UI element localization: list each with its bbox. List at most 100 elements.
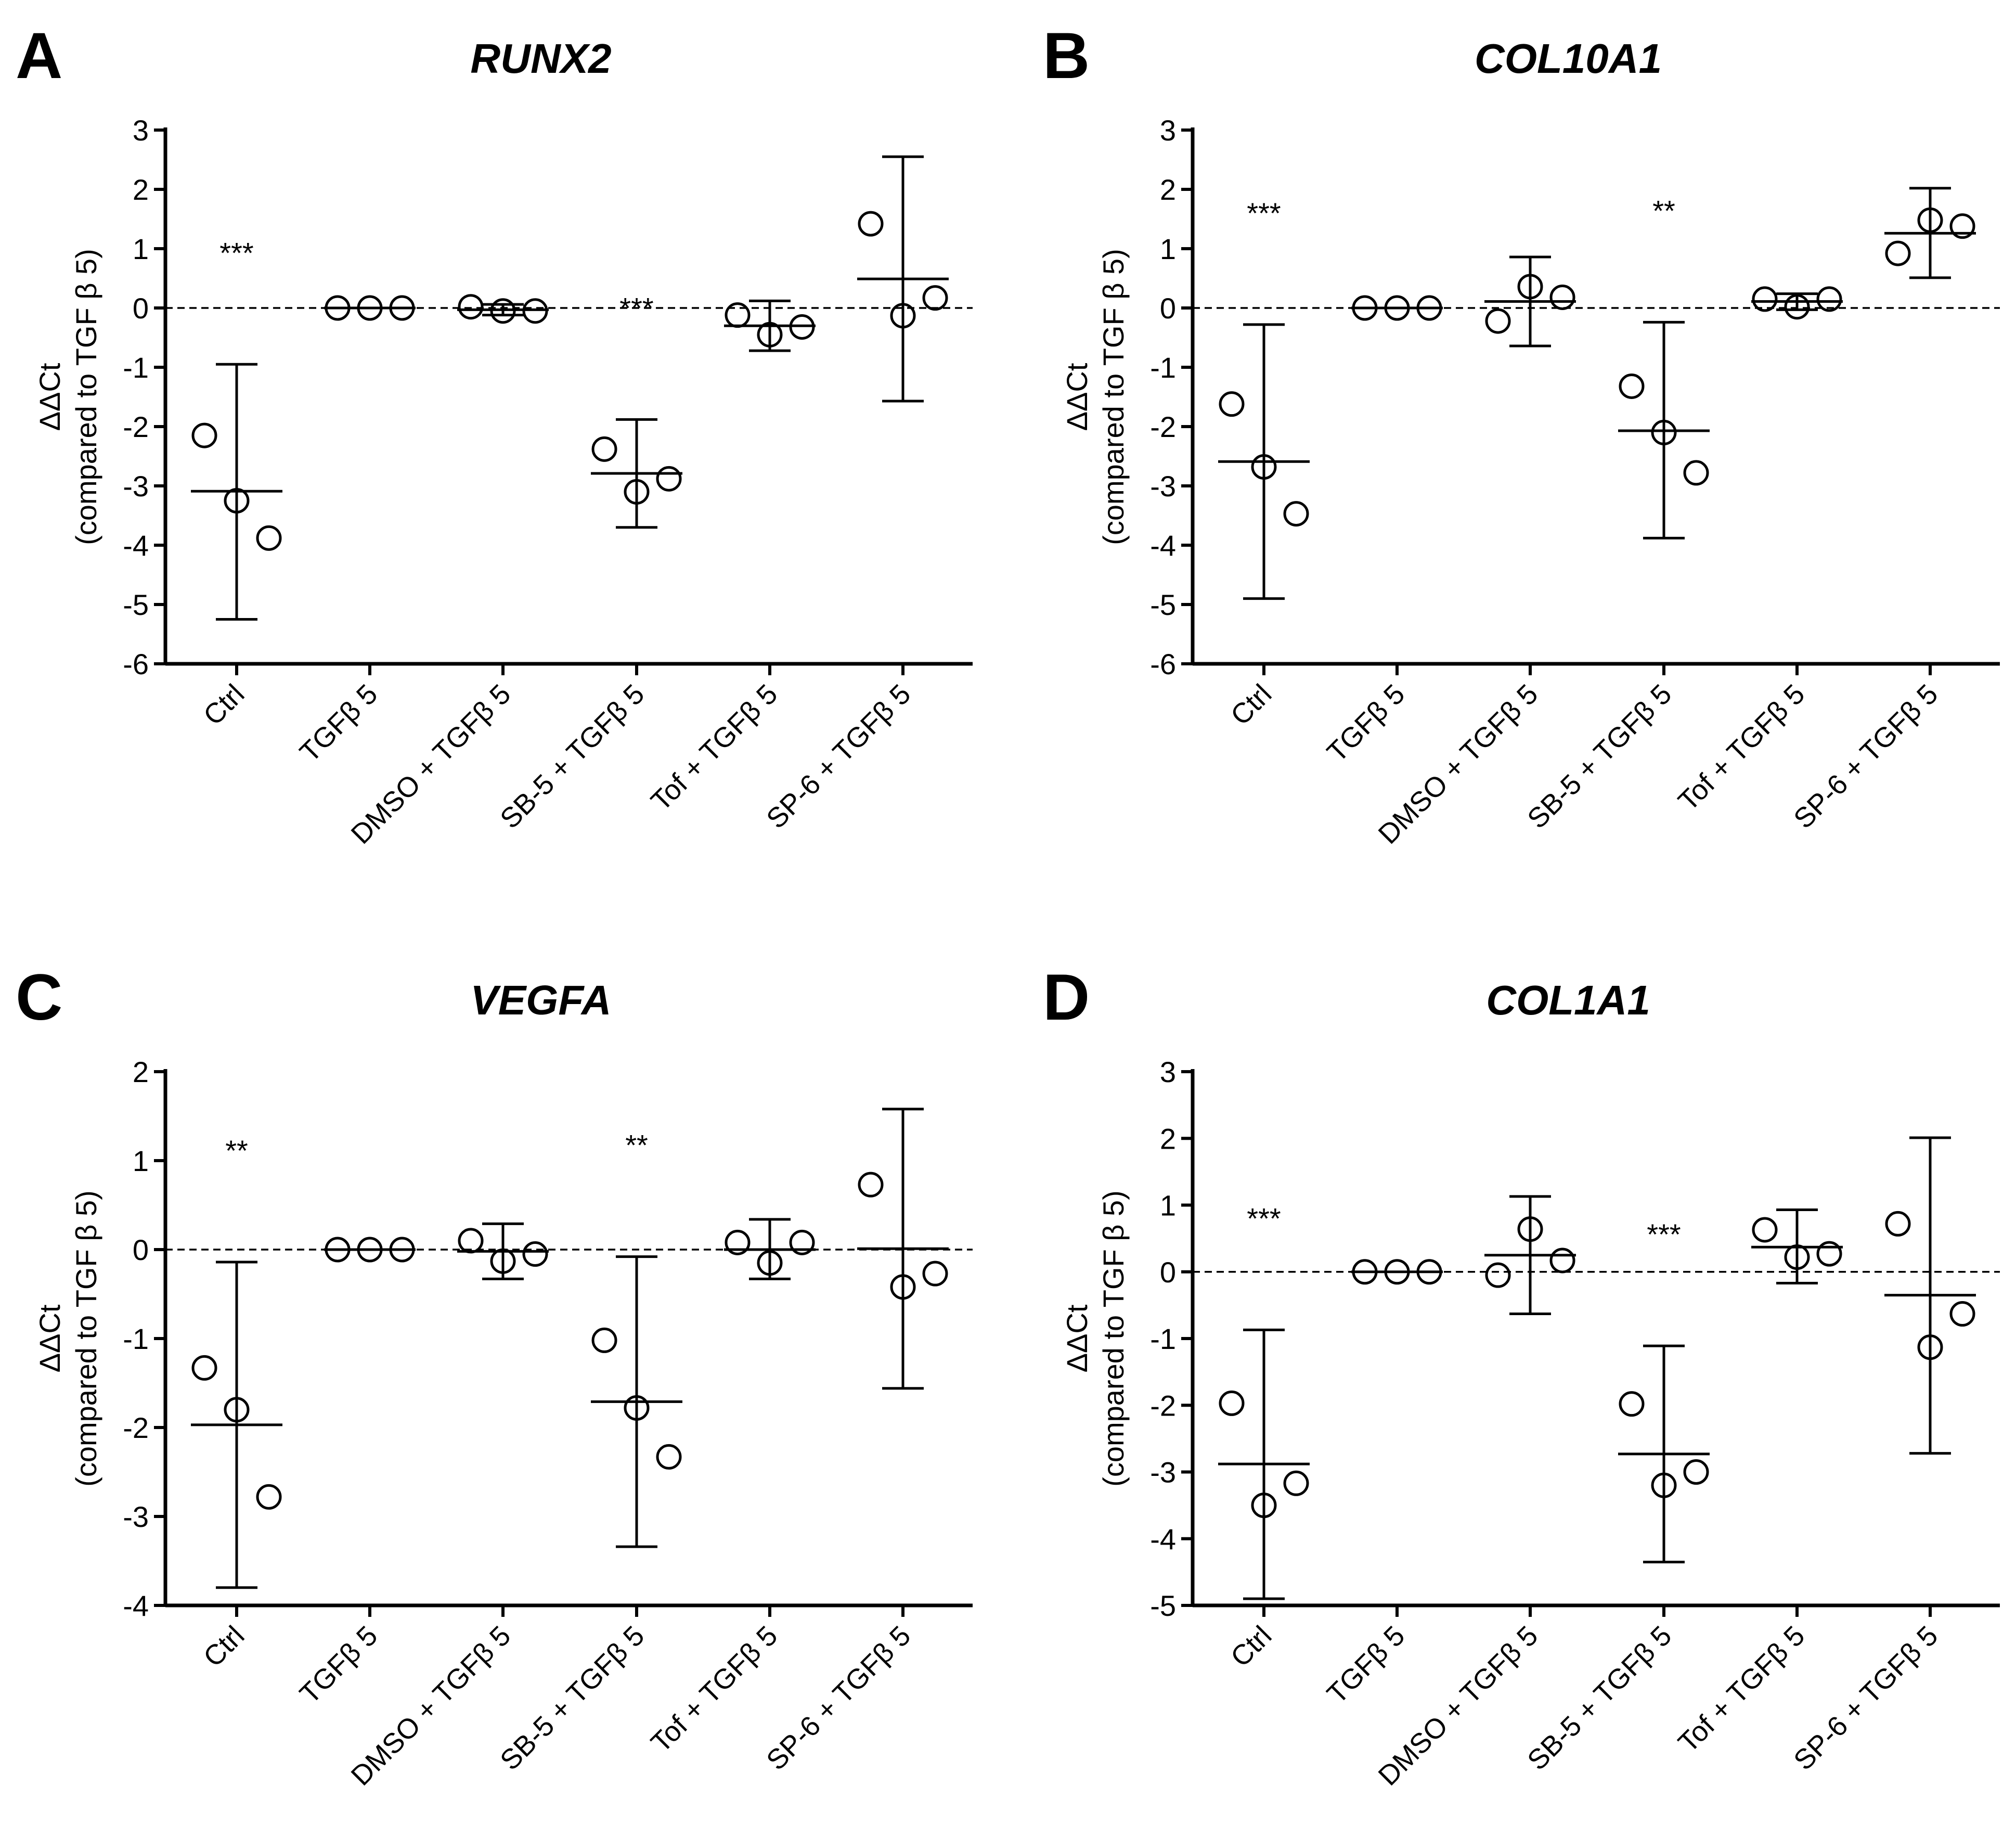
data-point bbox=[522, 1241, 548, 1267]
significance-marker: ** bbox=[625, 1129, 648, 1162]
y-tick-label: -2 bbox=[1150, 1389, 1176, 1422]
data-point bbox=[389, 295, 415, 321]
data-point bbox=[789, 1229, 815, 1255]
data-point bbox=[1219, 1390, 1245, 1416]
panel-letter: D bbox=[1043, 961, 1090, 1034]
data-point bbox=[1885, 240, 1911, 266]
data-point bbox=[325, 295, 351, 321]
y-tick-label: -6 bbox=[123, 648, 149, 680]
data-point bbox=[1251, 454, 1277, 480]
data-point bbox=[1384, 1259, 1410, 1285]
data-point bbox=[191, 422, 217, 448]
data-point bbox=[490, 1248, 516, 1274]
significance-marker: *** bbox=[219, 236, 253, 269]
y-axis-label-line-2: (compared to TGF β 5) bbox=[1097, 1190, 1130, 1487]
y-tick-label: 0 bbox=[133, 292, 149, 325]
data-point bbox=[1683, 460, 1709, 486]
data-point bbox=[1816, 286, 1842, 312]
data-point bbox=[858, 1172, 884, 1198]
data-point bbox=[1219, 391, 1245, 417]
y-axis-label-line-2: (compared to TGF β 5) bbox=[70, 1190, 102, 1487]
y-axis-label-line-1: ΔΔCt bbox=[33, 363, 66, 431]
y-tick-label: -5 bbox=[1150, 1589, 1176, 1622]
y-axis-label: ΔΔCt (compared to TGF β 5) bbox=[1061, 1190, 1130, 1487]
data-point bbox=[591, 1327, 617, 1353]
y-tick-label: -6 bbox=[1150, 648, 1176, 680]
data-point bbox=[789, 314, 815, 340]
data-point bbox=[1384, 295, 1410, 321]
data-point bbox=[1485, 1262, 1511, 1288]
data-point bbox=[1917, 207, 1943, 233]
data-point bbox=[890, 1274, 916, 1300]
data-point bbox=[757, 321, 783, 348]
data-point bbox=[1485, 308, 1511, 334]
data-point bbox=[224, 488, 250, 513]
y-tick-label: -1 bbox=[123, 351, 149, 384]
y-tick-label: -4 bbox=[1150, 1523, 1176, 1555]
y-axis-label: ΔΔCt (compared to TGF β 5) bbox=[33, 1190, 102, 1487]
data-point bbox=[1651, 419, 1677, 445]
y-tick-label: -1 bbox=[1150, 351, 1176, 384]
data-point bbox=[389, 1237, 415, 1263]
data-point bbox=[591, 436, 617, 462]
y-axis-label-line-1: ΔΔCt bbox=[1061, 363, 1093, 431]
y-axis-label-line-2: (compared to TGF β 5) bbox=[1097, 249, 1130, 545]
y-tick-label: 2 bbox=[133, 173, 149, 206]
data-point bbox=[357, 295, 383, 321]
data-point bbox=[922, 1261, 948, 1287]
data-point bbox=[1683, 1459, 1709, 1485]
data-point bbox=[656, 1444, 682, 1470]
data-point bbox=[256, 525, 282, 551]
y-axis-label-line-2: (compared to TGF β 5) bbox=[70, 249, 102, 545]
y-tick-label: 2 bbox=[133, 1056, 149, 1088]
data-point bbox=[624, 1395, 650, 1421]
significance-marker: *** bbox=[1647, 1218, 1681, 1251]
significance-marker: *** bbox=[1247, 1202, 1281, 1234]
y-tick-label: 0 bbox=[133, 1233, 149, 1266]
data-point bbox=[1949, 213, 1975, 239]
significance-marker: *** bbox=[619, 291, 653, 324]
data-point bbox=[1549, 284, 1575, 310]
chart-title: VEGFA bbox=[470, 977, 611, 1023]
y-tick-label: 1 bbox=[1160, 233, 1176, 265]
data-point bbox=[458, 294, 484, 320]
y-axis-label: ΔΔCt (compared to TGF β 5) bbox=[33, 249, 102, 545]
y-tick-label: 2 bbox=[1160, 173, 1176, 206]
data-point bbox=[224, 1397, 250, 1423]
y-tick-label: -4 bbox=[123, 529, 149, 562]
y-tick-label: -3 bbox=[1150, 1456, 1176, 1489]
data-point bbox=[1949, 1301, 1975, 1327]
y-tick-label: -5 bbox=[1150, 588, 1176, 621]
data-point bbox=[1619, 1391, 1645, 1417]
y-tick-label: -1 bbox=[123, 1322, 149, 1355]
data-point bbox=[1784, 294, 1810, 320]
data-point bbox=[357, 1237, 383, 1263]
y-tick-label: 3 bbox=[1160, 114, 1176, 147]
y-tick-label: 1 bbox=[1160, 1189, 1176, 1222]
y-tick-label: 1 bbox=[133, 1144, 149, 1177]
y-axis-label-line-1: ΔΔCt bbox=[33, 1304, 66, 1372]
data-point bbox=[656, 466, 682, 492]
data-point bbox=[890, 303, 916, 329]
data-point bbox=[1752, 286, 1778, 312]
y-tick-label: -3 bbox=[123, 1500, 149, 1533]
data-point bbox=[922, 285, 948, 311]
data-point bbox=[725, 302, 751, 328]
y-tick-label: -2 bbox=[123, 1411, 149, 1444]
panel-letter: B bbox=[1043, 20, 1090, 92]
y-tick-label: -4 bbox=[1150, 529, 1176, 562]
y-tick-label: 3 bbox=[1160, 1056, 1176, 1088]
data-point bbox=[522, 298, 548, 324]
data-point bbox=[325, 1237, 351, 1263]
y-tick-label: 3 bbox=[133, 114, 149, 147]
panel-letter: C bbox=[16, 961, 62, 1034]
y-tick-label: -1 bbox=[1150, 1322, 1176, 1355]
data-point bbox=[1416, 295, 1442, 321]
data-point bbox=[191, 1355, 217, 1381]
data-point bbox=[1416, 1259, 1442, 1285]
data-point bbox=[490, 298, 516, 324]
data-point bbox=[1352, 295, 1378, 321]
data-point bbox=[1784, 1244, 1810, 1270]
data-point bbox=[458, 1228, 484, 1254]
data-point bbox=[1283, 1470, 1309, 1496]
